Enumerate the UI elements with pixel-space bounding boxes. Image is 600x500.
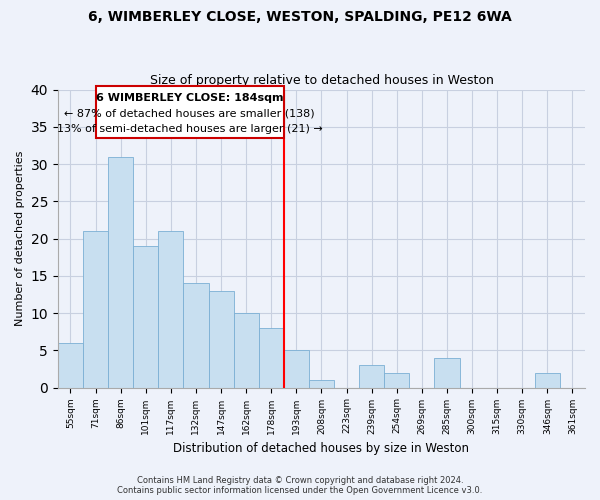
- Bar: [284, 350, 309, 388]
- Bar: [158, 231, 184, 388]
- Text: 6, WIMBERLEY CLOSE, WESTON, SPALDING, PE12 6WA: 6, WIMBERLEY CLOSE, WESTON, SPALDING, PE…: [88, 10, 512, 24]
- Bar: [434, 358, 460, 388]
- Bar: [108, 156, 133, 388]
- Bar: [233, 313, 259, 388]
- Bar: [184, 284, 209, 388]
- X-axis label: Distribution of detached houses by size in Weston: Distribution of detached houses by size …: [173, 442, 469, 455]
- Bar: [95, 86, 284, 138]
- Bar: [259, 328, 284, 388]
- Bar: [209, 290, 233, 388]
- Text: 13% of semi-detached houses are larger (21) →: 13% of semi-detached houses are larger (…: [57, 124, 323, 134]
- Bar: [359, 365, 384, 388]
- Bar: [133, 246, 158, 388]
- Text: 6 WIMBERLEY CLOSE: 184sqm: 6 WIMBERLEY CLOSE: 184sqm: [96, 92, 283, 102]
- Bar: [309, 380, 334, 388]
- Title: Size of property relative to detached houses in Weston: Size of property relative to detached ho…: [149, 74, 493, 87]
- Bar: [384, 372, 409, 388]
- Bar: [535, 372, 560, 388]
- Bar: [58, 343, 83, 388]
- Y-axis label: Number of detached properties: Number of detached properties: [15, 151, 25, 326]
- Bar: [83, 231, 108, 388]
- Text: ← 87% of detached houses are smaller (138): ← 87% of detached houses are smaller (13…: [64, 108, 315, 118]
- Text: Contains HM Land Registry data © Crown copyright and database right 2024.
Contai: Contains HM Land Registry data © Crown c…: [118, 476, 482, 495]
